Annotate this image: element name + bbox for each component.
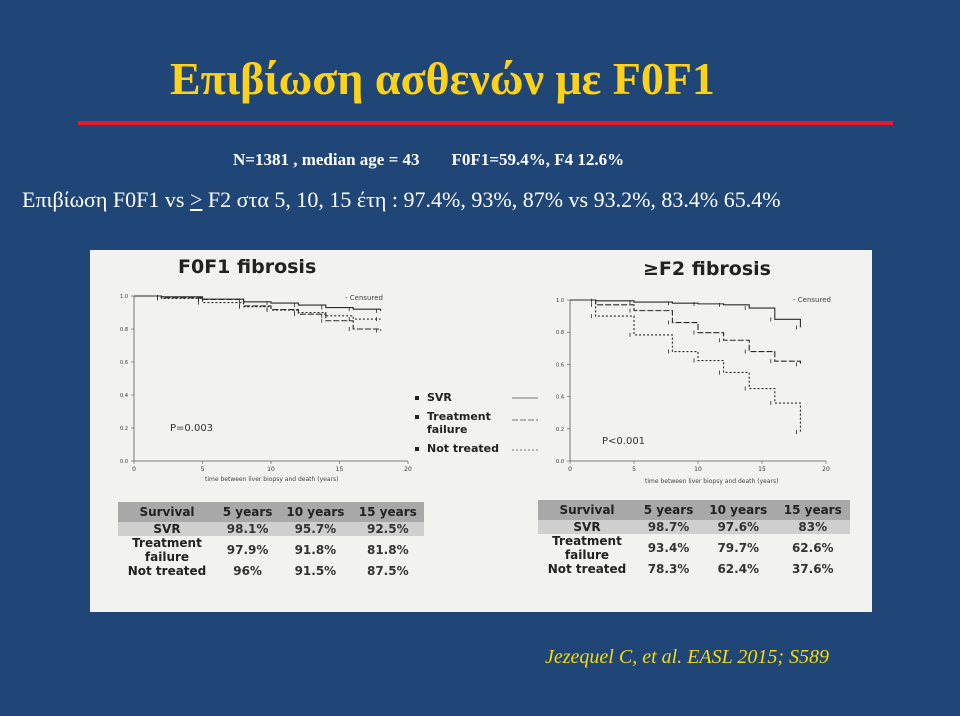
table-row: Treatment failure 97.9% 91.8% 81.8% — [118, 536, 424, 564]
left-panel-title: F0F1 fibrosis — [178, 256, 317, 278]
cohort-stats: N=1381 , median age = 43 F0F1=59.4%, F4 1… — [233, 150, 624, 170]
right-p-value: P<0.001 — [602, 436, 646, 447]
left-x-tick-label: 15 — [336, 466, 344, 473]
left-x-axis-caption: time between liver biopsy and death (yea… — [205, 476, 339, 483]
right-survival-table: Survival 5 years 10 years 15 years SVR 9… — [538, 500, 850, 576]
right-panel-title: ≥F2 fibrosis — [643, 258, 771, 280]
table-header: 15 years — [775, 500, 850, 520]
table-cell: 98.7% — [636, 520, 702, 534]
right-x-tick-label: 20 — [822, 466, 830, 473]
legend-item-treatment-failure: Treatment failure — [413, 410, 497, 436]
fibrosis-distribution-text: F0F1=59.4%, F4 12.6% — [451, 150, 625, 169]
table-row: Not treated 78.3% 62.4% 37.6% — [538, 562, 850, 576]
row-label: Not treated — [127, 564, 207, 578]
table-row: Not treated 96% 91.5% 87.5% — [118, 564, 424, 578]
right-y-tick-label: 0.2 — [556, 427, 564, 433]
table-cell: 95.7% — [279, 522, 352, 536]
left-y-tick-label: 0.6 — [120, 360, 128, 366]
row-label: Treatment failure — [552, 534, 622, 562]
table-cell: 92.5% — [351, 522, 424, 536]
left-x-tick-label: 5 — [201, 466, 205, 473]
title-underline — [78, 121, 893, 125]
legend-item-svr: SVR — [413, 391, 499, 404]
survival-summary: Επιβίωση F0F1 vs > F2 στα 5, 10, 15 έτη … — [22, 187, 781, 213]
right-y-tick-label: 0.8 — [556, 330, 564, 336]
left-x-tick-label: 10 — [267, 466, 275, 473]
right-y-tick-label: 0.6 — [556, 362, 564, 368]
cohort-size-text: N=1381 , median age = 43 — [233, 150, 420, 169]
left-series-treatment-failure — [134, 295, 382, 331]
table-cell: 93.4% — [647, 541, 690, 555]
table-header: Survival — [118, 502, 216, 522]
greater-equal-sign: > — [189, 187, 203, 212]
table-cell: 62.4% — [717, 562, 760, 576]
table-cell: 91.8% — [294, 543, 337, 557]
row-label: SVR — [538, 520, 636, 534]
table-cell: 78.3% — [647, 562, 690, 576]
right-y-tick-label: 1.0 — [556, 298, 564, 304]
left-y-tick-label: 0.0 — [120, 459, 128, 465]
right-y-tick-label: 0.0 — [556, 459, 564, 465]
table-cell: 91.5% — [294, 564, 337, 578]
left-p-value: P=0.003 — [170, 423, 214, 434]
study-figure: 0.0 0.2 0.4 0.6 0.8 1.0 0 5 10 15 20 0.0 0.2 0.4 0.6 0.… — [90, 250, 872, 612]
slide-title: Επιβίωση ασθενών με F0F1 — [170, 53, 715, 104]
right-x-tick-label: 10 — [694, 466, 702, 473]
table-cell: 62.6% — [791, 541, 834, 555]
left-y-tick-label: 0.4 — [120, 393, 128, 399]
legend-item-not-treated: Not treated — [413, 442, 499, 455]
table-header: 5 years — [636, 500, 702, 520]
table-header: 10 years — [279, 502, 352, 522]
km-plots-svg: 0.0 0.2 0.4 0.6 0.8 1.0 0 5 10 15 20 0.0 0.2 0.4 0.6 0.… — [120, 294, 830, 473]
table-cell: 87.5% — [366, 564, 409, 578]
left-x-tick-label: 0 — [132, 466, 136, 473]
right-x-tick-label: 5 — [632, 466, 636, 473]
left-y-tick-label: 0.8 — [120, 327, 128, 333]
left-y-tick-label: 1.0 — [120, 294, 128, 300]
table-header: 10 years — [701, 500, 776, 520]
table-row: SVR 98.7% 97.6% 83% — [538, 520, 850, 534]
citation: Jezequel C, et al. EASL 2015; S589 — [545, 646, 830, 668]
table-cell: 81.8% — [366, 543, 409, 557]
left-series-svr — [134, 295, 382, 311]
table-header: 5 years — [216, 502, 280, 522]
table-cell: 83% — [775, 520, 850, 534]
left-y-tick-label: 0.2 — [120, 426, 128, 432]
left-series-not-treated — [134, 295, 381, 320]
right-series-svr — [570, 299, 801, 328]
table-cell: 98.1% — [216, 522, 280, 536]
table-cell: 96% — [233, 564, 262, 578]
row-label: SVR — [118, 522, 216, 536]
right-x-tick-label: 15 — [758, 466, 766, 473]
survival-summary-values: F2 στα 5, 10, 15 έτη : 97.4%, 93%, 87% v… — [202, 187, 781, 212]
right-x-tick-label: 0 — [568, 466, 572, 473]
row-label: Treatment failure — [132, 536, 202, 564]
right-series-treatment-failure — [570, 299, 801, 365]
table-row: SVR 98.1% 95.7% 92.5% — [118, 522, 424, 536]
left-x-tick-label: 20 — [404, 466, 412, 473]
table-header: 15 years — [351, 502, 424, 522]
table-cell: 79.7% — [717, 541, 760, 555]
survival-summary-prefix: Επιβίωση F0F1 vs — [22, 187, 190, 212]
right-censored-label: - Censured — [793, 296, 831, 304]
right-x-axis-caption: time between liver biopsy and death (yea… — [645, 478, 779, 485]
table-row: Treatment failure 93.4% 79.7% 62.6% — [538, 534, 850, 562]
right-series-not-treated — [570, 299, 801, 433]
right-y-tick-label: 0.4 — [556, 395, 564, 401]
table-cell: 97.6% — [701, 520, 776, 534]
row-label: Not treated — [547, 562, 627, 576]
legend: SVR Treatment failure Not treated — [413, 391, 499, 461]
left-survival-table: Survival 5 years 10 years 15 years SVR 9… — [118, 502, 424, 578]
left-censored-label: - Censured — [345, 294, 383, 302]
table-cell: 37.6% — [791, 562, 834, 576]
table-header: Survival — [538, 500, 636, 520]
table-cell: 97.9% — [226, 543, 269, 557]
